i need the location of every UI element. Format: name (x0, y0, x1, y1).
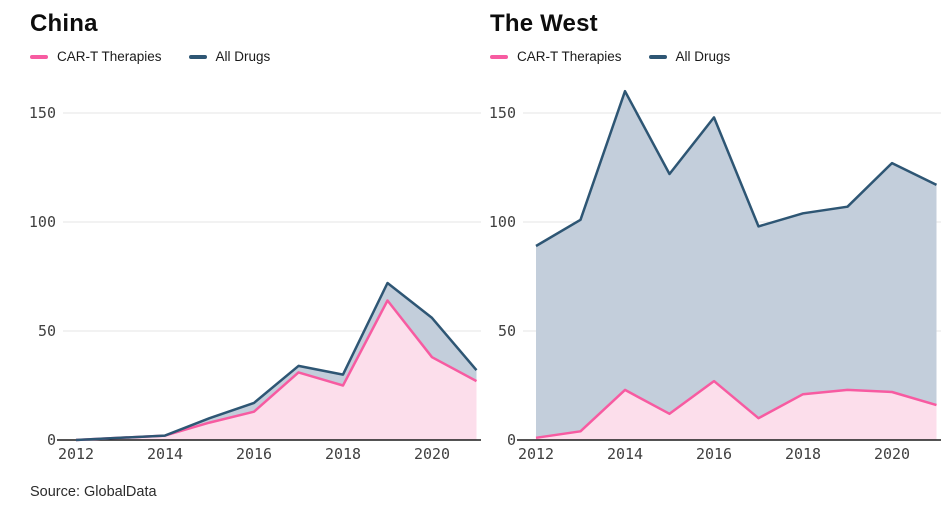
x-tick-label: 2018 (325, 445, 361, 463)
line-all-drugs (75, 281, 478, 442)
x-tick-label: 2020 (874, 445, 910, 463)
legend-item-all-drugs[interactable]: All Drugs (648, 49, 731, 65)
x-tick-label: 2018 (785, 445, 821, 463)
x-tick-label: 2012 (58, 445, 94, 463)
y-tick-label: 150 (489, 104, 516, 122)
legend-item-cart[interactable]: CAR-T Therapies (30, 49, 162, 65)
y-tick-label: 100 (489, 213, 516, 231)
chart-west: The West CAR-T Therapies All Drugs 0 50 10… (489, 0, 941, 463)
legend-item-cart[interactable]: CAR-T Therapies (490, 49, 622, 65)
legend-label-all-drugs: All Drugs (215, 49, 271, 64)
x-tick-label: 2016 (236, 445, 272, 463)
area-cart (536, 381, 937, 440)
area-chart-china: 0 50 100 150 2012 2014 2016 2018 2020 (29, 104, 481, 463)
chart-china: China CAR-T Therapies All Drugs 0 50 100 15… (29, 0, 481, 463)
y-tick-label: 100 (29, 213, 56, 231)
y-tick-label: 0 (47, 431, 56, 449)
chart-title: China (30, 10, 98, 37)
legend-label-all-drugs: All Drugs (675, 49, 731, 64)
legend-label-cart: CAR-T Therapies (517, 49, 622, 64)
cart-series-dash-icon (30, 55, 48, 59)
alldrugs-series-dash-icon (188, 55, 207, 59)
area-all-drugs (536, 91, 937, 440)
line-cart (535, 379, 937, 440)
source-note: Source: GlobalData (30, 484, 157, 500)
x-tick-label: 2014 (607, 445, 643, 463)
line-all-drugs (535, 89, 938, 248)
y-tick-label: 50 (38, 322, 56, 340)
area-cart (76, 300, 477, 440)
alldrugs-series-dash-icon (648, 55, 667, 59)
legend: CAR-T Therapies All Drugs (490, 49, 941, 65)
legend-item-all-drugs[interactable]: All Drugs (188, 49, 271, 65)
x-tick-label: 2014 (147, 445, 183, 463)
cart-series-dash-icon (490, 55, 508, 59)
y-tick-label: 50 (498, 322, 516, 340)
x-tick-label: 2020 (414, 445, 450, 463)
area-chart-west: 0 50 100 150 2012 2014 2016 2018 2020 (489, 89, 941, 463)
legend: CAR-T Therapies All Drugs (30, 49, 481, 65)
x-tick-label: 2012 (518, 445, 554, 463)
x-tick-label: 2016 (696, 445, 732, 463)
y-tick-label: 0 (507, 431, 516, 449)
legend-label-cart: CAR-T Therapies (57, 49, 162, 64)
chart-title: The West (490, 10, 598, 37)
y-tick-label: 150 (29, 104, 56, 122)
